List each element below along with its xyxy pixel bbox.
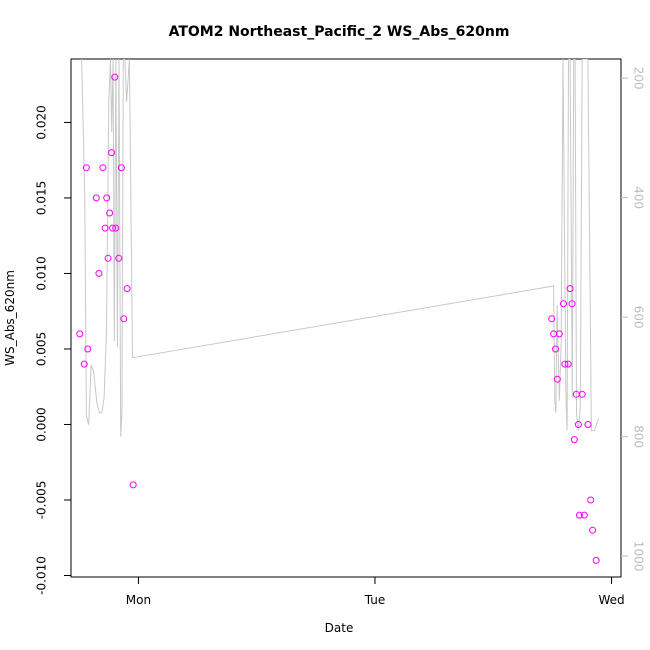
data-point — [120, 315, 128, 323]
chart-title: ATOM2 Northeast_Pacific_2 WS_Abs_620nm — [169, 24, 510, 40]
depth-series-line — [81, 59, 599, 437]
y-axis: -0.010 -0.005 0.000 0.005 0.010 0.015 0.020 — [35, 105, 71, 595]
data-point — [548, 315, 556, 323]
data-point — [592, 556, 600, 564]
data-point — [578, 390, 586, 398]
y-tick-label: 0.015 — [35, 181, 49, 215]
plot-frame — [70, 58, 622, 578]
data-point — [95, 269, 103, 277]
y2-tick-label: 800 — [632, 425, 646, 448]
data-point — [575, 511, 583, 519]
data-point — [112, 224, 120, 232]
y-axis-label: WS_Abs_620nm — [3, 270, 17, 366]
data-point — [587, 496, 595, 504]
data-point — [580, 511, 588, 519]
x-tick-label: Mon — [126, 593, 151, 607]
data-point — [123, 285, 131, 293]
data-point — [101, 224, 109, 232]
data-point — [106, 209, 114, 217]
data-point — [80, 360, 88, 368]
data-point — [552, 345, 559, 353]
data-point — [564, 360, 572, 368]
y-tick-label: -0.005 — [35, 481, 49, 520]
data-point — [561, 360, 569, 368]
y2-tick-label: 1000 — [632, 541, 646, 572]
x-axis: Mon Tue Wed — [126, 577, 625, 607]
y-tick-label: 0.000 — [35, 407, 49, 441]
data-point — [115, 254, 123, 262]
data-point — [92, 194, 100, 202]
data-points — [76, 73, 600, 564]
data-point — [84, 345, 92, 353]
data-point — [584, 421, 592, 428]
data-point — [111, 73, 119, 81]
data-point — [566, 285, 574, 293]
data-point — [76, 330, 84, 338]
y-tick-label: 0.010 — [35, 256, 49, 290]
data-point — [99, 164, 107, 172]
data-point — [555, 330, 563, 338]
y2-tick-label: 400 — [632, 186, 646, 209]
data-point — [574, 421, 582, 428]
data-point — [108, 149, 115, 157]
x-tick-label: Wed — [598, 593, 624, 607]
data-point — [104, 254, 112, 262]
y-tick-label: -0.010 — [35, 556, 49, 595]
data-point — [568, 300, 576, 308]
y2-tick-label: 600 — [632, 306, 646, 329]
depth-line — [81, 59, 599, 437]
data-point — [129, 481, 137, 489]
y2-tick-label: 200 — [632, 67, 646, 90]
x-axis-label: Date — [325, 621, 354, 635]
data-point — [570, 436, 578, 444]
data-point — [589, 526, 597, 534]
data-point — [109, 224, 117, 232]
data-point — [103, 194, 111, 202]
data-point — [553, 375, 561, 383]
y-tick-label: 0.020 — [35, 105, 49, 139]
data-point — [117, 164, 125, 172]
secondary-y-axis: 200 400 600 800 1000 — [621, 67, 646, 572]
data-point — [82, 164, 90, 172]
data-point — [560, 300, 567, 308]
y-tick-label: 0.005 — [35, 332, 49, 366]
x-tick-label: Tue — [364, 593, 386, 607]
